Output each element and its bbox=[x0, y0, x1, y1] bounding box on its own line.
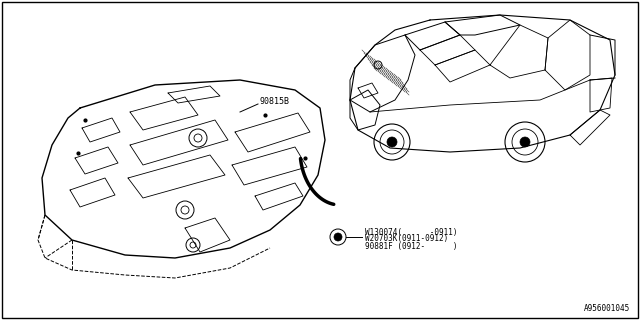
Text: 90815B: 90815B bbox=[260, 98, 290, 107]
Text: W130074(      -0911): W130074( -0911) bbox=[365, 228, 458, 236]
Text: W20703K(0911-0912): W20703K(0911-0912) bbox=[365, 235, 448, 244]
Circle shape bbox=[334, 233, 342, 241]
Text: 90881F (0912-      ): 90881F (0912- ) bbox=[365, 242, 458, 251]
Circle shape bbox=[520, 137, 530, 147]
Text: A956001045: A956001045 bbox=[584, 304, 630, 313]
Circle shape bbox=[387, 137, 397, 147]
